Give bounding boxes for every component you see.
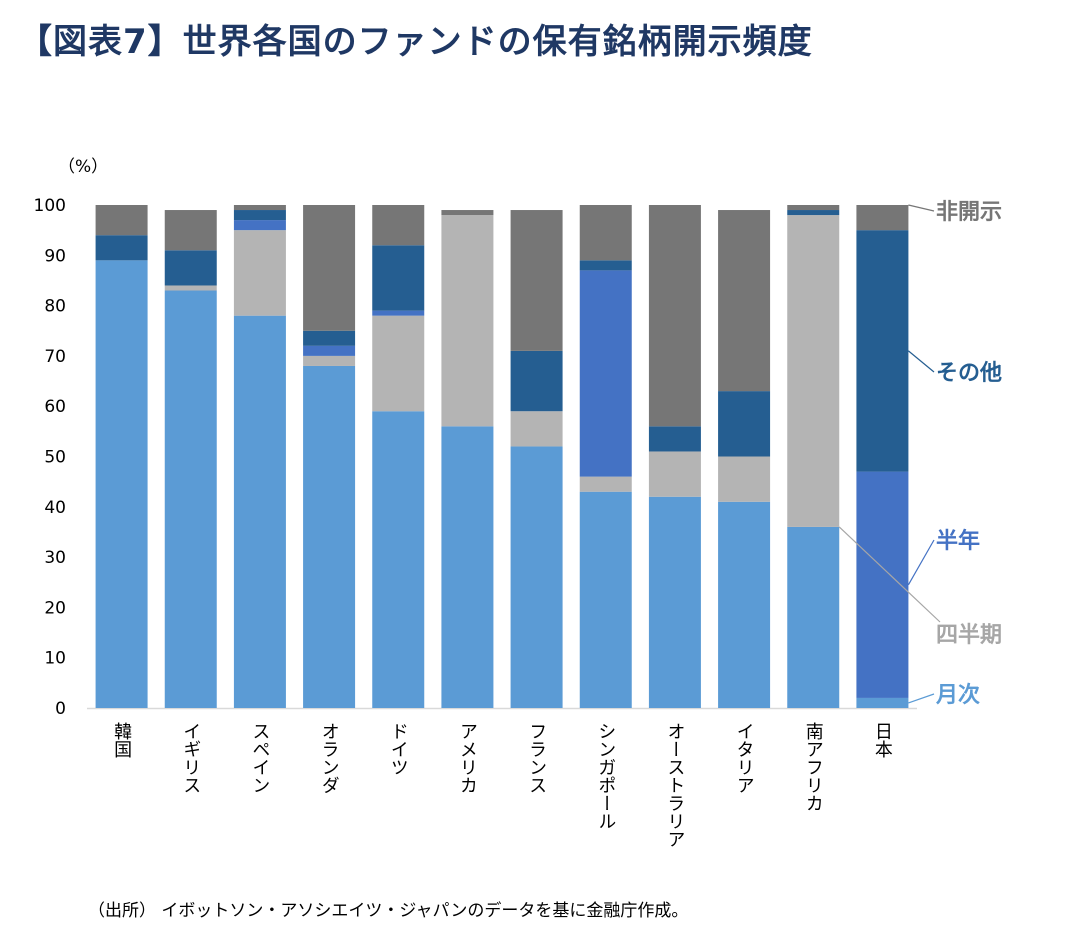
bar-segment-other bbox=[579, 260, 632, 271]
bar-segment-monthly bbox=[648, 496, 701, 708]
bar-segment-other bbox=[233, 210, 286, 221]
bar-segment-undisclosed bbox=[441, 210, 494, 216]
bar-segment-semiannual bbox=[579, 270, 632, 477]
bar-segment-undisclosed bbox=[303, 205, 356, 331]
x-category-label: イタリア bbox=[734, 722, 755, 794]
bar-segment-quarterly bbox=[579, 476, 632, 492]
bar-segment-quarterly bbox=[372, 315, 425, 412]
legend-label-monthly: 月次 bbox=[935, 682, 980, 708]
y-tick-label: 100 bbox=[34, 196, 66, 216]
legend-label-undisclosed: 非開示 bbox=[936, 200, 1002, 225]
bar-segment-undisclosed bbox=[856, 205, 909, 231]
y-tick-label: 30 bbox=[44, 548, 66, 568]
legend-label-quarterly: 四半期 bbox=[936, 623, 1002, 648]
legend-connector bbox=[908, 204, 935, 212]
bar-segment-undisclosed bbox=[579, 205, 632, 261]
x-category-label: 南アフリカ bbox=[803, 722, 824, 812]
bar-segment-monthly bbox=[856, 697, 909, 708]
bar-segment-monthly bbox=[579, 491, 632, 708]
y-tick-label: 20 bbox=[44, 598, 66, 618]
bar-segment-monthly bbox=[164, 290, 217, 708]
bar-segment-monthly bbox=[441, 426, 494, 708]
y-tick-label: 70 bbox=[44, 347, 66, 367]
bar-segment-other bbox=[648, 426, 701, 452]
bar-segment-quarterly bbox=[164, 285, 217, 291]
bar-segment-undisclosed bbox=[787, 205, 840, 211]
x-category-label: オーストラリア bbox=[664, 722, 685, 848]
bar-segment-monthly bbox=[95, 260, 148, 708]
bar-segment-quarterly bbox=[648, 451, 701, 497]
chart-title: 【図表7】世界各国のファンドの保有銘柄開示頻度 bbox=[18, 22, 813, 62]
source-note: （出所） イボットソン・アソシエイツ・ジャパンのデータを基に金融庁作成。 bbox=[88, 901, 689, 921]
bar-segment-monthly bbox=[718, 501, 771, 708]
labels-layer: （%） 0 10 20 30 40 50 60 70 80 90 100 韓国 イギリス スペイン オランダ ド… bbox=[34, 157, 893, 848]
legend-label-semiannual: 半年 bbox=[936, 528, 980, 554]
bar-segment-quarterly bbox=[718, 456, 771, 502]
bar-segment-semiannual bbox=[303, 345, 356, 356]
x-category-label: シンガポール bbox=[595, 722, 616, 830]
bars-layer bbox=[95, 205, 909, 708]
bar-segment-monthly bbox=[233, 315, 286, 708]
bar-segment-quarterly bbox=[510, 411, 563, 447]
bar-segment-monthly bbox=[372, 411, 425, 708]
legend-connector bbox=[908, 693, 935, 704]
legend-connector bbox=[908, 350, 935, 373]
x-category-label: オランダ bbox=[319, 722, 340, 794]
bar-segment-monthly bbox=[787, 526, 840, 708]
y-tick-label: 50 bbox=[44, 448, 66, 468]
y-tick-label: 0 bbox=[55, 699, 66, 719]
y-unit-label: （%） bbox=[58, 157, 108, 177]
legend-connector bbox=[907, 539, 935, 586]
bar-segment-other bbox=[303, 330, 356, 346]
x-category-label: スペイン bbox=[249, 722, 270, 794]
bar-segment-quarterly bbox=[303, 355, 356, 366]
x-category-label: 韓国 bbox=[111, 722, 132, 758]
x-category-label: 日本 bbox=[872, 722, 893, 758]
y-tick-label: 60 bbox=[44, 397, 66, 417]
bar-segment-monthly bbox=[303, 365, 356, 708]
y-tick-label: 80 bbox=[44, 297, 66, 317]
bar-segment-other bbox=[856, 230, 909, 472]
bar-segment-monthly bbox=[510, 446, 563, 708]
bar-segment-undisclosed bbox=[233, 205, 286, 211]
bar-segment-other bbox=[787, 210, 840, 216]
bar-segment-other bbox=[372, 245, 425, 311]
bar-segment-quarterly bbox=[441, 215, 494, 427]
bar-segment-undisclosed bbox=[164, 210, 217, 251]
legend-connector bbox=[838, 526, 941, 623]
bar-segment-other bbox=[510, 350, 563, 412]
x-category-label: フランス bbox=[526, 722, 547, 794]
legend-label-other: その他 bbox=[936, 361, 1002, 386]
bar-segment-other bbox=[718, 391, 771, 457]
x-category-label: アメリカ bbox=[457, 722, 478, 794]
bar-segment-undisclosed bbox=[718, 210, 771, 392]
x-category-label: イギリス bbox=[180, 722, 201, 794]
y-tick-label: 10 bbox=[44, 649, 66, 669]
bar-segment-undisclosed bbox=[372, 205, 425, 246]
bar-segment-undisclosed bbox=[95, 205, 148, 236]
bar-segment-undisclosed bbox=[510, 210, 563, 351]
legend-layer: 月次 四半期 半年 その他 非開示 bbox=[838, 200, 1002, 708]
bar-segment-semiannual bbox=[233, 220, 286, 231]
bar-segment-semiannual bbox=[372, 310, 425, 316]
bar-segment-undisclosed bbox=[648, 205, 701, 427]
bar-segment-other bbox=[164, 250, 217, 286]
y-tick-label: 90 bbox=[44, 246, 66, 266]
y-tick-label: 40 bbox=[44, 498, 66, 518]
x-category-label: ドイツ bbox=[388, 722, 409, 776]
bar-segment-quarterly bbox=[233, 230, 286, 316]
bar-segment-quarterly bbox=[787, 215, 840, 527]
bar-segment-other bbox=[95, 235, 148, 261]
